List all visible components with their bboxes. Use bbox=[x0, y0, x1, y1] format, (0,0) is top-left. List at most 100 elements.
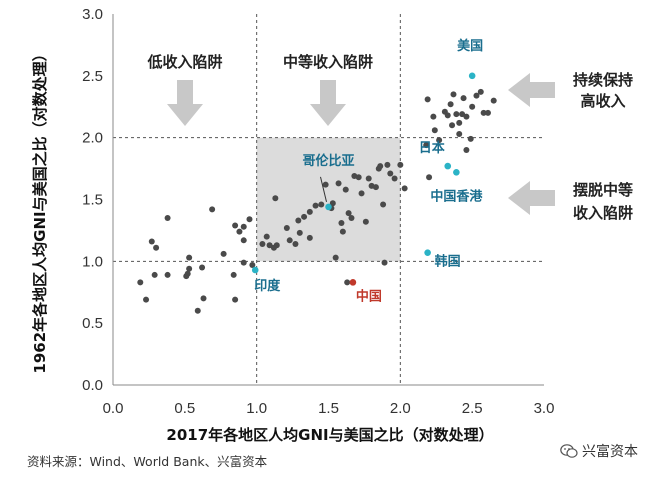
data-point bbox=[232, 222, 239, 229]
y-tick-label: 1.0 bbox=[82, 253, 103, 270]
x-tick-label: 3.0 bbox=[534, 400, 555, 417]
data-point bbox=[424, 96, 431, 103]
data-point bbox=[296, 229, 303, 236]
data-point bbox=[137, 279, 144, 286]
data-point bbox=[430, 113, 437, 120]
data-point bbox=[431, 127, 438, 134]
data-point bbox=[348, 215, 355, 222]
side-label-high-income-line1: 持续保持 bbox=[573, 71, 633, 89]
data-point bbox=[480, 109, 487, 116]
data-point bbox=[449, 122, 456, 129]
x-tick-label: 1.0 bbox=[246, 400, 267, 417]
data-point bbox=[380, 201, 387, 208]
point-label: 哥伦比亚 bbox=[302, 153, 354, 169]
labeled-point bbox=[349, 279, 357, 286]
y-tick-label: 0.0 bbox=[82, 377, 103, 394]
data-point bbox=[301, 213, 308, 220]
axes bbox=[112, 14, 544, 386]
leader-line bbox=[320, 176, 327, 203]
x-tick-label: 1.5 bbox=[318, 400, 339, 417]
left-arrow-high-income bbox=[508, 73, 555, 107]
point-label: 中国 bbox=[356, 288, 382, 304]
data-point bbox=[345, 210, 352, 217]
data-point bbox=[286, 237, 293, 244]
region-label-low-income: 低收入陷阱 bbox=[146, 53, 222, 71]
data-point bbox=[295, 217, 302, 224]
brand-text: 兴富资本 bbox=[582, 444, 638, 460]
data-point bbox=[259, 241, 266, 248]
data-point bbox=[209, 206, 216, 213]
colombia-leader-line bbox=[320, 176, 327, 203]
y-tick-label: 1.5 bbox=[82, 192, 103, 209]
data-point bbox=[444, 112, 451, 119]
wechat-icon bbox=[560, 444, 578, 458]
data-point bbox=[338, 219, 345, 226]
data-point bbox=[381, 259, 388, 266]
labeled-point bbox=[444, 162, 452, 170]
data-point bbox=[477, 88, 484, 95]
data-point bbox=[456, 119, 463, 126]
data-point bbox=[164, 215, 171, 222]
data-point bbox=[436, 137, 443, 144]
data-point bbox=[397, 161, 404, 168]
data-point bbox=[365, 175, 372, 182]
y-tick-label: 2.0 bbox=[82, 130, 103, 147]
data-point bbox=[377, 163, 384, 170]
labeled-point bbox=[453, 168, 460, 176]
data-point bbox=[473, 92, 480, 99]
down-arrow-middle-income bbox=[310, 80, 346, 126]
data-point bbox=[184, 270, 191, 277]
data-point bbox=[306, 208, 313, 215]
data-point bbox=[355, 174, 362, 181]
data-point bbox=[283, 224, 290, 231]
y-axis-title: 1962年各地区人均GNI与美国之比（对数处理） bbox=[31, 46, 49, 373]
data-point bbox=[272, 195, 279, 202]
data-point bbox=[249, 262, 256, 269]
source-note: 资料来源：Wind、World Bank、兴富资本 bbox=[27, 454, 268, 469]
highlight-region bbox=[256, 137, 401, 262]
y-tick-label: 3.0 bbox=[82, 6, 103, 23]
data-point bbox=[306, 234, 313, 241]
data-point bbox=[186, 265, 193, 272]
x-tick-label: 0.0 bbox=[103, 400, 124, 417]
data-point bbox=[153, 244, 160, 251]
y-tick-label: 0.5 bbox=[82, 315, 103, 332]
data-point bbox=[329, 200, 336, 207]
data-point bbox=[447, 101, 454, 108]
data-point bbox=[344, 279, 351, 286]
data-point bbox=[467, 135, 474, 142]
data-point bbox=[450, 91, 457, 98]
data-point bbox=[460, 95, 467, 102]
data-point bbox=[456, 130, 463, 137]
data-point bbox=[246, 216, 253, 223]
data-point bbox=[372, 184, 379, 191]
x-tick-labels: 0.0 0.5 1.0 1.5 2.0 2.5 3.0 bbox=[103, 400, 555, 417]
data-point bbox=[240, 259, 247, 266]
data-point bbox=[200, 295, 207, 302]
point-label: 中国香港 bbox=[430, 188, 483, 204]
data-point bbox=[362, 218, 369, 225]
left-arrow-escape-middle bbox=[508, 181, 555, 215]
labeled-point bbox=[251, 266, 259, 274]
data-point bbox=[236, 228, 243, 235]
data-point bbox=[484, 109, 491, 116]
brand-watermark: 兴富资本 bbox=[560, 441, 670, 461]
data-point bbox=[391, 175, 398, 182]
data-point bbox=[199, 264, 206, 271]
data-point bbox=[401, 185, 408, 192]
data-point bbox=[469, 103, 476, 110]
labeled-point bbox=[325, 203, 332, 211]
data-point bbox=[384, 161, 391, 168]
x-tick-label: 0.5 bbox=[174, 400, 195, 417]
scatter-points bbox=[137, 88, 497, 314]
data-point bbox=[463, 113, 470, 120]
data-point bbox=[230, 271, 237, 278]
data-point bbox=[342, 186, 349, 193]
data-point bbox=[318, 201, 325, 208]
y-tick-label: 2.5 bbox=[82, 68, 103, 85]
side-label-escape-middle-line1: 摆脱中等 bbox=[573, 181, 633, 199]
data-point bbox=[164, 271, 171, 278]
point-label: 韩国 bbox=[435, 254, 461, 270]
